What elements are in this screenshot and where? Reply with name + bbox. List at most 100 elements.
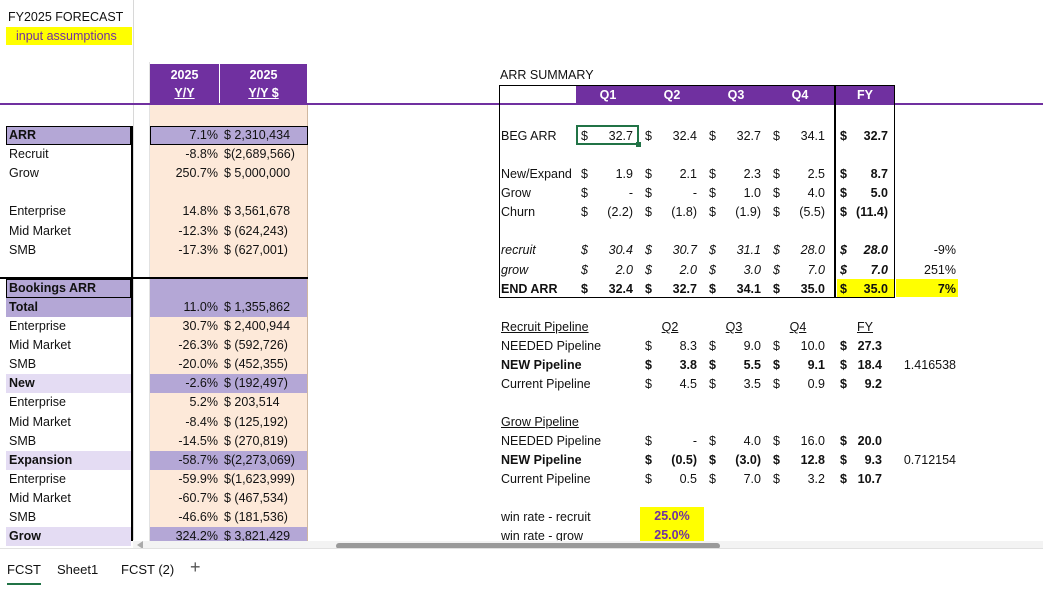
row-yy-dollar[interactable]: $(2,273,069) xyxy=(224,453,295,467)
row-yy-dollar[interactable]: $ 203,514 xyxy=(224,395,280,409)
arr-cell[interactable]: 32.7 xyxy=(736,129,761,143)
arr-cell[interactable]: 2.0 xyxy=(615,263,633,277)
row-yy-dollar[interactable]: $ (624,243) xyxy=(224,224,288,238)
row-yy-dollar[interactable]: $(2,689,566) xyxy=(224,147,295,161)
horizontal-scrollbar[interactable] xyxy=(133,541,1043,550)
scrollbar-thumb[interactable] xyxy=(336,543,720,549)
arr-cell[interactable]: (1.9) xyxy=(735,205,761,219)
col-header-yy-dollar[interactable]: 2025 Y/Y $ xyxy=(220,64,307,104)
row-yy-dollar[interactable]: $ (192,497) xyxy=(224,376,288,390)
arr-cell[interactable]: 30.4 xyxy=(608,243,633,257)
grow-pipeline-cell[interactable]: 4.0 xyxy=(743,434,761,448)
arr-cell[interactable]: 32.4 xyxy=(672,129,697,143)
win-rate-value[interactable]: 25.0% xyxy=(640,526,704,545)
recruit-pipeline-cell[interactable]: 10.0 xyxy=(800,339,825,353)
row-yy-pct[interactable]: 11.0% xyxy=(183,300,218,314)
row-yy-pct[interactable]: -12.3% xyxy=(178,224,218,238)
recruit-pipeline-cell[interactable]: 27.3 xyxy=(857,339,882,353)
grow-pipeline-cell[interactable]: 20.0 xyxy=(857,434,882,448)
arr-growth-pct[interactable]: 7% xyxy=(937,282,956,296)
arr-cell[interactable]: (1.8) xyxy=(671,205,697,219)
arr-cell[interactable]: 32.4 xyxy=(608,282,633,296)
grow-pipeline-cell[interactable]: 0.5 xyxy=(679,472,697,486)
grow-pipeline-cell[interactable]: 7.0 xyxy=(743,472,761,486)
arr-cell[interactable]: 1.9 xyxy=(615,167,633,181)
recruit-pipeline-cell[interactable]: 5.5 xyxy=(743,358,761,372)
row-yy-dollar[interactable]: $ 2,310,434 xyxy=(224,128,291,142)
row-yy-pct[interactable]: -46.6% xyxy=(178,510,218,524)
recruit-pipeline-cell[interactable]: 9.2 xyxy=(864,377,882,391)
row-yy-dollar[interactable]: $ (467,534) xyxy=(224,491,288,505)
arr-cell[interactable]: 30.7 xyxy=(672,243,697,257)
arr-cell[interactable]: 5.0 xyxy=(870,186,888,200)
arr-cell[interactable]: 7.0 xyxy=(807,263,825,277)
arr-cell[interactable]: - xyxy=(692,186,697,200)
recruit-pipeline-cell[interactable]: 4.5 xyxy=(679,377,697,391)
row-yy-dollar[interactable]: $ (125,192) xyxy=(224,415,288,429)
win-rate-value[interactable]: 25.0% xyxy=(640,507,704,526)
arr-cell[interactable]: 34.1 xyxy=(736,282,761,296)
recruit-pipeline-ratio[interactable]: 1.416538 xyxy=(903,358,956,372)
row-yy-pct[interactable]: -59.9% xyxy=(178,472,218,486)
row-yy-pct[interactable]: -14.5% xyxy=(178,434,218,448)
row-yy-dollar[interactable]: $ 1,355,862 xyxy=(224,300,291,314)
arr-cell[interactable]: - xyxy=(628,186,633,200)
grow-pipeline-cell[interactable]: (3.0) xyxy=(735,453,761,467)
arr-cell[interactable]: (5.5) xyxy=(799,205,825,219)
grow-pipeline-cell[interactable]: 12.8 xyxy=(800,453,825,467)
recruit-pipeline-cell[interactable]: 9.1 xyxy=(807,358,825,372)
row-yy-dollar[interactable]: $(1,623,999) xyxy=(224,472,295,486)
row-yy-pct[interactable]: -58.7% xyxy=(178,453,218,467)
row-yy-pct[interactable]: -17.3% xyxy=(178,243,218,257)
row-yy-dollar[interactable]: $ (452,355) xyxy=(224,357,288,371)
row-yy-pct[interactable] xyxy=(150,279,218,297)
row-yy-dollar[interactable]: $ (592,726) xyxy=(224,338,288,352)
add-sheet-plus-icon[interactable]: + xyxy=(190,557,201,577)
tab-fcst-2[interactable]: FCST (2) xyxy=(121,562,175,577)
arr-cell[interactable]: (11.4) xyxy=(856,205,888,219)
tab-sheet1[interactable]: Sheet1 xyxy=(57,562,99,577)
arr-cell[interactable]: 31.1 xyxy=(736,243,761,257)
grow-pipeline-cell[interactable]: 16.0 xyxy=(800,434,825,448)
arr-cell[interactable]: 32.7 xyxy=(863,129,888,143)
arr-cell[interactable]: 1.0 xyxy=(743,186,761,200)
tab-fcst[interactable]: FCST xyxy=(7,562,41,585)
arr-cell[interactable]: 35.0 xyxy=(800,282,825,296)
row-yy-pct[interactable]: -26.3% xyxy=(178,338,218,352)
row-yy-pct[interactable]: -8.4% xyxy=(185,415,218,429)
recruit-pipeline-cell[interactable]: 9.0 xyxy=(743,339,761,353)
arr-cell[interactable]: 2.3 xyxy=(743,167,761,181)
selected-cell-outline[interactable] xyxy=(576,125,639,145)
arr-cell[interactable]: 28.0 xyxy=(863,243,888,257)
arr-cell[interactable]: 28.0 xyxy=(800,243,825,257)
arr-cell[interactable]: 2.1 xyxy=(679,167,697,181)
grow-pipeline-cell[interactable]: 9.3 xyxy=(864,453,882,467)
arr-growth-pct[interactable]: 251% xyxy=(924,263,956,277)
row-yy-pct[interactable] xyxy=(150,260,218,278)
fill-handle[interactable] xyxy=(636,142,641,147)
row-yy-pct[interactable] xyxy=(150,183,218,201)
row-yy-pct[interactable]: 14.8% xyxy=(182,204,218,218)
grow-pipeline-ratio[interactable]: 0.712154 xyxy=(903,453,956,467)
row-yy-pct[interactable]: 324.2% xyxy=(175,529,218,543)
arr-cell[interactable]: 34.1 xyxy=(800,129,825,143)
row-yy-pct[interactable]: 5.2% xyxy=(189,395,219,409)
recruit-pipeline-cell[interactable]: 18.4 xyxy=(857,358,882,372)
row-yy-pct[interactable]: -8.8% xyxy=(185,147,218,161)
row-yy-pct[interactable]: -60.7% xyxy=(178,491,218,505)
row-yy-dollar[interactable]: $ 5,000,000 xyxy=(224,166,291,180)
arr-cell[interactable]: 32.7 xyxy=(608,129,633,143)
grow-pipeline-cell[interactable]: - xyxy=(692,434,697,448)
row-yy-dollar[interactable]: $ 2,400,944 xyxy=(224,319,291,333)
arr-cell[interactable]: 3.0 xyxy=(743,263,761,277)
row-yy-pct[interactable]: 250.7% xyxy=(175,166,218,180)
recruit-pipeline-cell[interactable]: 8.3 xyxy=(679,339,697,353)
row-yy-dollar[interactable]: $ (181,536) xyxy=(224,510,288,524)
grow-pipeline-cell[interactable]: 3.2 xyxy=(807,472,825,486)
arr-cell[interactable]: 2.0 xyxy=(679,263,697,277)
arr-cell[interactable]: 32.7 xyxy=(672,282,697,296)
arr-cell[interactable]: 35.0 xyxy=(863,282,888,296)
scroll-left-arrow-icon[interactable] xyxy=(137,541,143,549)
recruit-pipeline-cell[interactable]: 3.5 xyxy=(743,377,761,391)
arr-growth-pct[interactable]: -9% xyxy=(933,243,956,257)
